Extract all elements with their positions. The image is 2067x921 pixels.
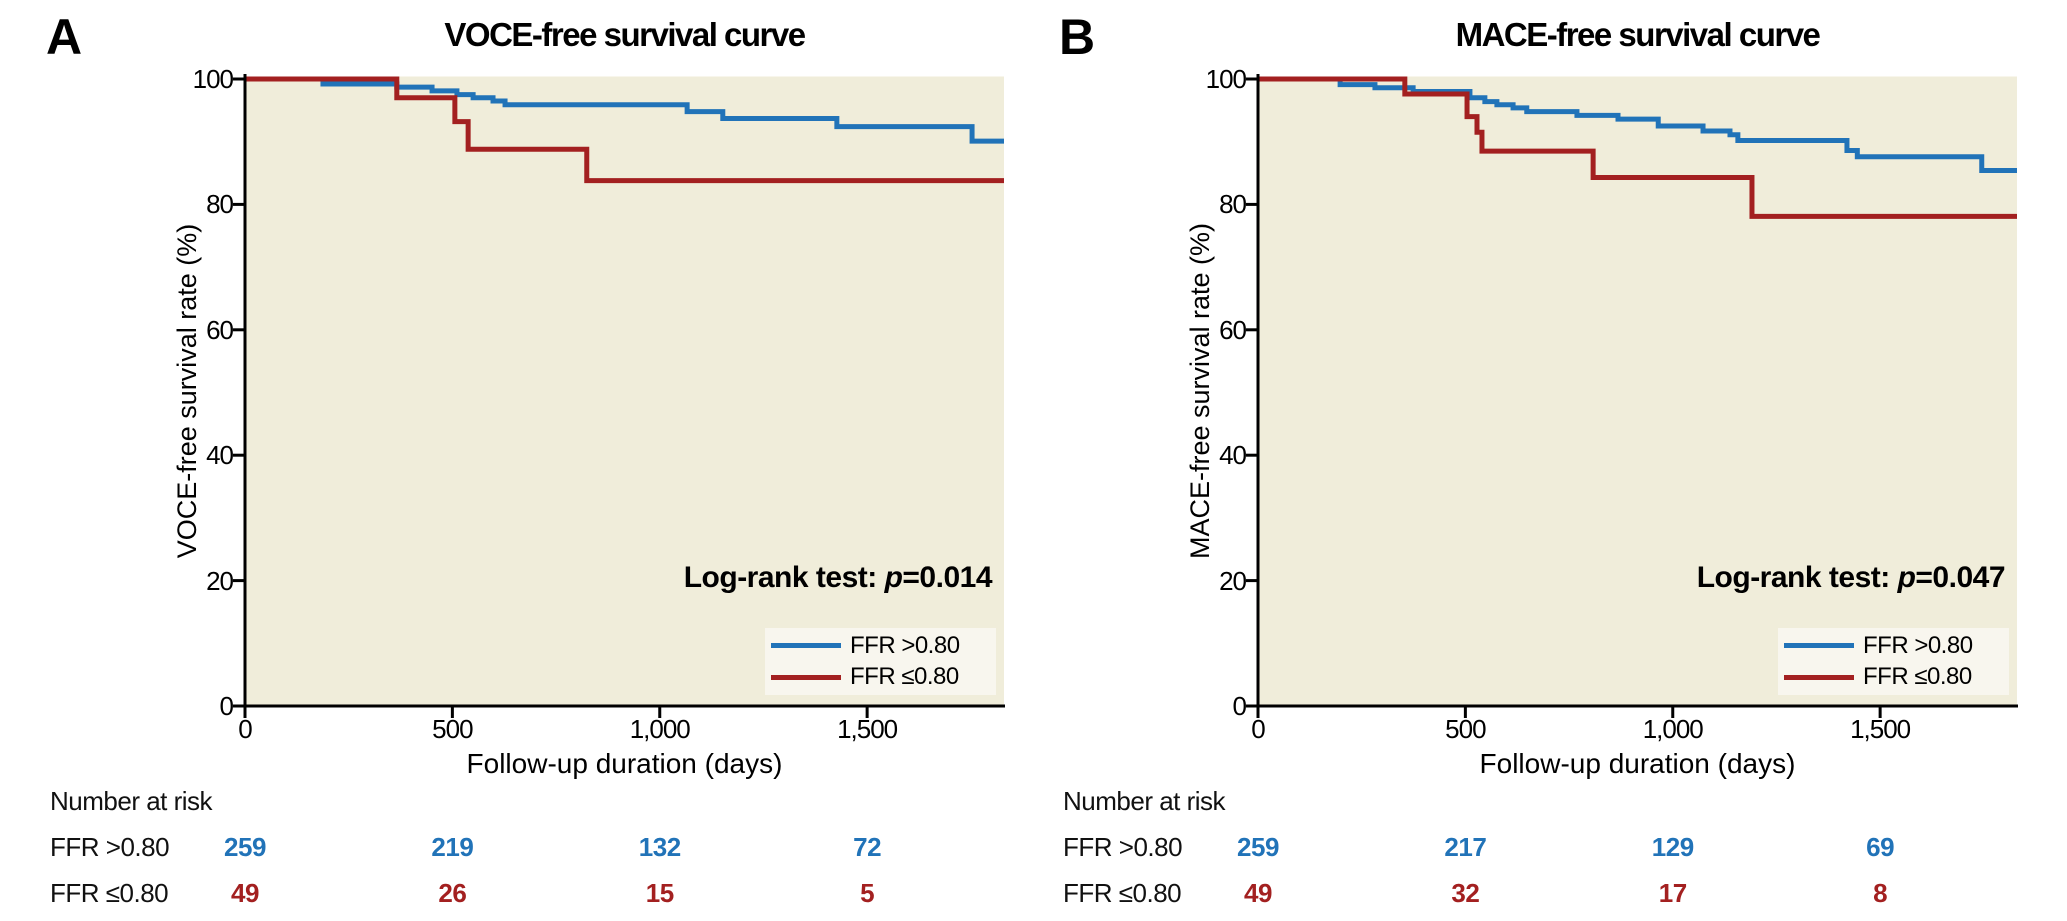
risk-table-value: 17	[1658, 878, 1687, 908]
x-tick-label: 500	[1445, 714, 1486, 744]
logrank-p-value: =0.047	[1915, 561, 2005, 594]
risk-table-value: 26	[438, 878, 467, 908]
panel-a-x-axis-label: Follow-up duration (days)	[466, 748, 783, 779]
legend-label: FFR ≤0.80	[850, 663, 959, 691]
legend-entry-ffr-high: FFR >0.80	[1784, 632, 2009, 660]
logrank-p-value: =0.014	[902, 561, 992, 594]
risk-table-value: 32	[1451, 878, 1480, 908]
km-curve-ffr-low	[1258, 76, 2017, 219]
legend-line-swatch-red	[1784, 674, 1854, 680]
risk-table-value: 259	[1237, 832, 1279, 862]
y-tick-label: 0	[1232, 691, 1247, 721]
risk-table-value: 8	[1873, 878, 1888, 908]
risk-row-label-ffr-low: FFR ≤0.80	[50, 878, 169, 908]
panel-b: B MACE-free survival curve MACE-free sur…	[1013, 0, 2067, 921]
logrank-p-symbol: p	[884, 561, 903, 594]
panel-a-y-axis-label: VOCE-free survival rate (%)	[172, 223, 202, 559]
risk-table-value: 132	[638, 832, 681, 862]
risk-row-label-ffr-high: FFR >0.80	[50, 832, 170, 862]
panel-b-legend: FFR >0.80 FFR ≤0.80	[1778, 628, 2009, 695]
y-tick-label: 40	[206, 440, 234, 471]
logrank-prefix: Log-rank test:	[1696, 561, 1898, 594]
x-tick-label: 500	[432, 714, 473, 744]
panel-b-y-axis-label: MACE-free survival rate (%)	[1185, 222, 1215, 560]
panel-a-title: VOCE-free survival curve	[444, 16, 806, 53]
risk-table-value: 15	[645, 878, 674, 908]
y-tick-label: 20	[1219, 565, 1247, 596]
panel-a-legend: FFR >0.80 FFR ≤0.80	[765, 628, 996, 695]
km-curve-ffr-low	[245, 76, 1004, 184]
panel-b-logrank-annotation: Log-rank test: p=0.047	[1258, 561, 2006, 595]
risk-row-label-ffr-low: FFR ≤0.80	[1063, 878, 1182, 908]
panel-b-risk-table-title: Number at risk	[1063, 786, 1226, 816]
legend-entry-ffr-low: FFR ≤0.80	[1784, 663, 2009, 691]
x-tick-label: 1,500	[837, 714, 898, 744]
y-tick-label: 0	[219, 691, 234, 721]
y-tick-label: 100	[192, 64, 234, 94]
risk-table-value: 69	[1866, 832, 1895, 862]
legend-line-swatch-blue	[1784, 643, 1854, 649]
legend-label: FFR >0.80	[850, 631, 960, 659]
panel-b-x-axis-label: Follow-up duration (days)	[1479, 748, 1796, 779]
legend-label: FFR ≤0.80	[1863, 663, 1972, 691]
risk-table-value: 49	[231, 878, 259, 908]
km-curve-ffr-high	[1258, 76, 2017, 174]
risk-table-value: 49	[1244, 878, 1272, 908]
risk-row-label-ffr-high: FFR >0.80	[1063, 832, 1183, 862]
risk-table-value: 259	[224, 832, 266, 862]
panel-a-letter: A	[46, 9, 82, 65]
legend-entry-ffr-high: FFR >0.80	[771, 632, 996, 660]
risk-table-value: 129	[1651, 832, 1694, 862]
y-tick-label: 40	[1219, 440, 1247, 471]
y-tick-label: 80	[206, 189, 234, 220]
panel-a-risk-table-title: Number at risk	[50, 786, 213, 816]
legend-line-swatch-blue	[771, 643, 841, 649]
logrank-prefix: Log-rank test:	[683, 561, 885, 594]
risk-table-value: 72	[853, 832, 882, 862]
plot-area-background	[1258, 76, 2017, 706]
y-tick-label: 20	[206, 565, 234, 596]
panel-a-logrank-annotation: Log-rank test: p=0.014	[245, 561, 993, 595]
risk-table-value: 217	[1444, 832, 1487, 862]
x-tick-label: 1,500	[1850, 714, 1911, 744]
x-tick-label: 0	[238, 714, 252, 744]
panel-b-title: MACE-free survival curve	[1455, 16, 1821, 53]
legend-line-swatch-red	[771, 674, 841, 680]
panel-b-letter: B	[1059, 9, 1095, 65]
y-tick-label: 60	[206, 314, 234, 345]
risk-table-value: 219	[431, 832, 474, 862]
y-tick-label: 60	[1219, 314, 1247, 345]
x-tick-label: 0	[1251, 714, 1265, 744]
y-tick-label: 100	[1205, 64, 1247, 94]
legend-label: FFR >0.80	[1863, 631, 1973, 659]
legend-entry-ffr-low: FFR ≤0.80	[771, 663, 996, 691]
y-tick-label: 80	[1219, 189, 1247, 220]
panel-a: A VOCE-free survival curve VOCE-free sur…	[46, 9, 996, 908]
x-tick-label: 1,000	[1642, 714, 1704, 744]
risk-table-value: 5	[860, 878, 875, 908]
x-tick-label: 1,000	[629, 714, 691, 744]
logrank-p-symbol: p	[1897, 561, 1916, 594]
